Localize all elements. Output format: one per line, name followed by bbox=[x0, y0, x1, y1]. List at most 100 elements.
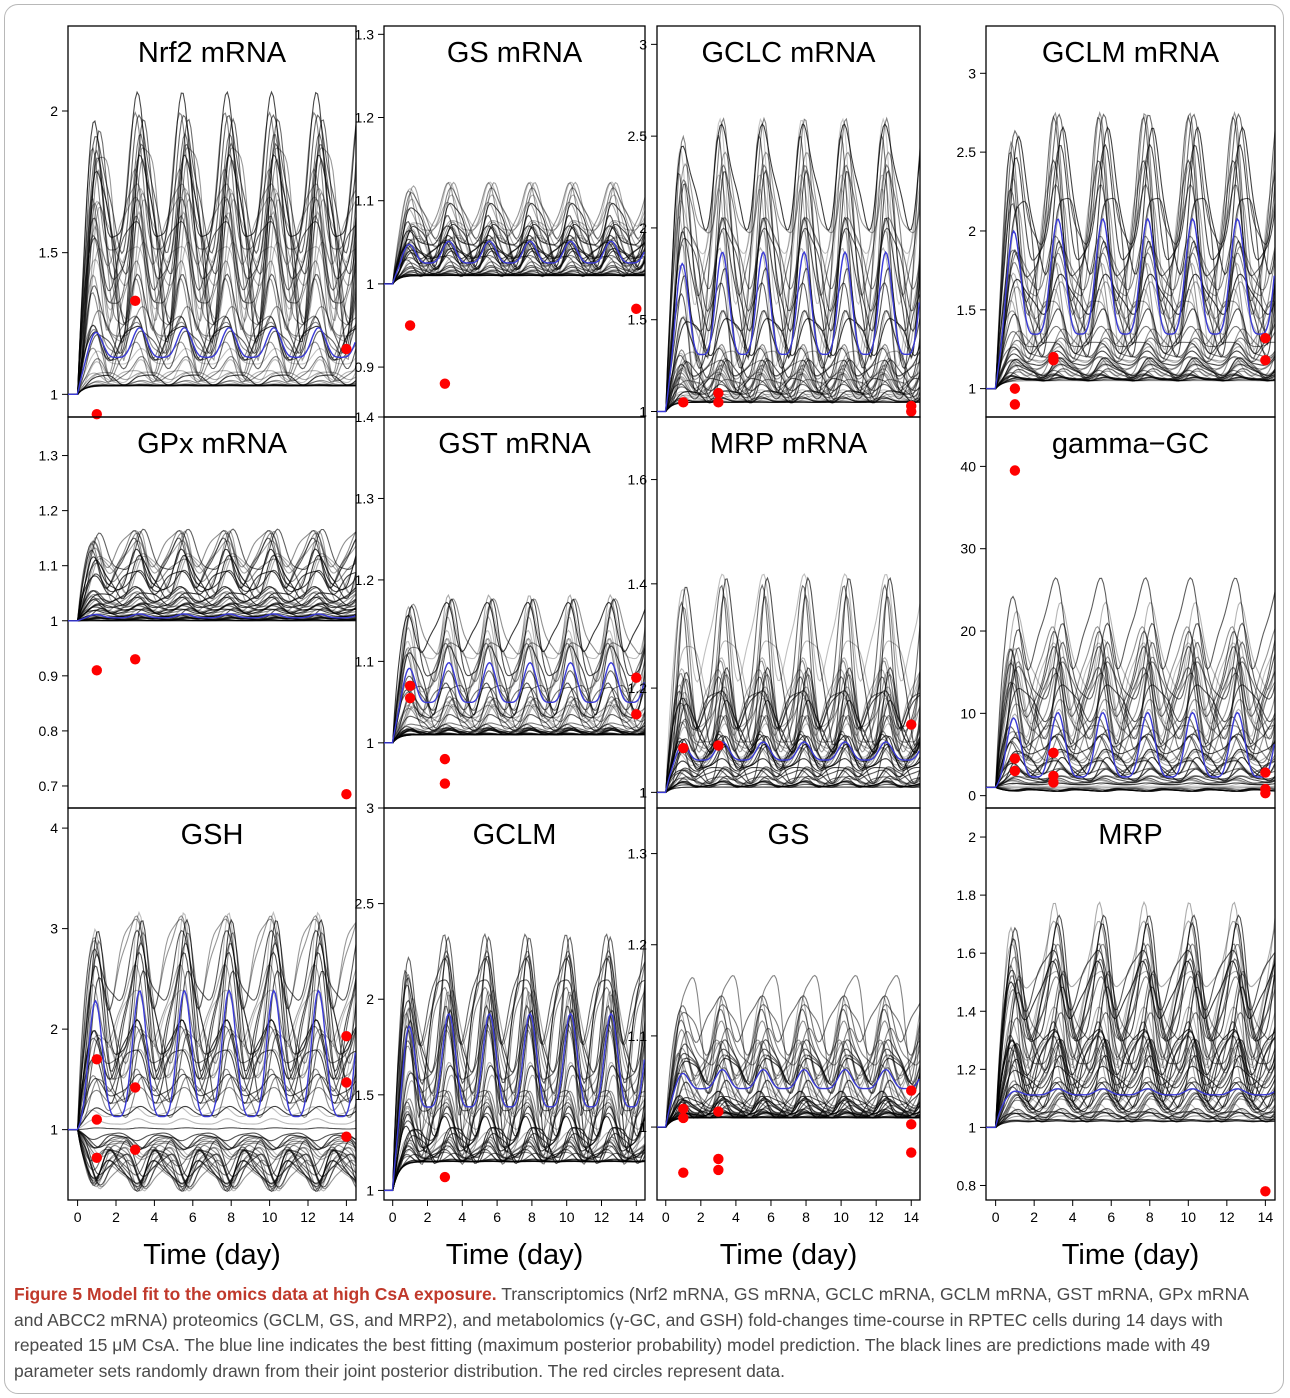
posterior-line bbox=[68, 114, 356, 395]
posterior-line bbox=[384, 1141, 645, 1191]
y-tick-label: 1.1 bbox=[39, 558, 59, 574]
best-fit-line bbox=[986, 1088, 1275, 1129]
posterior-line bbox=[657, 766, 920, 793]
posterior-line bbox=[384, 642, 645, 744]
y-tick-label: 2 bbox=[50, 1021, 58, 1037]
y-tick-label: 3 bbox=[968, 65, 976, 81]
data-point bbox=[713, 397, 724, 408]
posterior-line bbox=[986, 343, 1275, 390]
posterior-line bbox=[657, 227, 920, 413]
x-tick-label: 6 bbox=[189, 1209, 197, 1225]
posterior-lines bbox=[657, 116, 920, 413]
posterior-line bbox=[657, 383, 920, 413]
posterior-line bbox=[986, 356, 1275, 390]
posterior-line bbox=[657, 378, 920, 413]
posterior-line bbox=[68, 117, 356, 395]
data-point bbox=[130, 295, 141, 307]
posterior-line bbox=[657, 1116, 920, 1128]
posterior-line bbox=[68, 1106, 356, 1131]
posterior-line bbox=[68, 1129, 356, 1149]
posterior-line bbox=[68, 325, 356, 395]
posterior-line bbox=[986, 957, 1275, 1128]
posterior-line bbox=[657, 1008, 920, 1128]
panel-title: gamma−GC bbox=[1052, 428, 1209, 460]
x-tick-label: 8 bbox=[1146, 1209, 1154, 1225]
x-tick-label: 10 bbox=[262, 1209, 278, 1225]
y-tick-label: 1.2 bbox=[628, 937, 648, 953]
posterior-line bbox=[986, 125, 1275, 390]
posterior-line bbox=[986, 337, 1275, 390]
posterior-line bbox=[68, 370, 356, 395]
posterior-line bbox=[986, 638, 1275, 788]
best-fit-line bbox=[384, 1012, 645, 1192]
posterior-line bbox=[384, 733, 645, 744]
panel-title: GST mRNA bbox=[438, 428, 591, 460]
posterior-line bbox=[986, 656, 1275, 788]
posterior-line bbox=[68, 914, 356, 1131]
posterior-line bbox=[986, 363, 1275, 390]
posterior-line bbox=[384, 221, 645, 285]
posterior-line bbox=[384, 187, 645, 285]
posterior-line bbox=[384, 957, 645, 1191]
y-tick-label: 10 bbox=[960, 705, 976, 721]
posterior-line bbox=[657, 786, 920, 793]
posterior-line bbox=[657, 1039, 920, 1128]
posterior-line bbox=[657, 401, 920, 413]
posterior-line bbox=[68, 931, 356, 1131]
y-tick-label: 1.2 bbox=[957, 1061, 977, 1077]
data-point bbox=[404, 680, 416, 692]
y-tick-label: 1 bbox=[639, 784, 647, 800]
y-tick-label: 1 bbox=[366, 735, 374, 751]
posterior-line bbox=[68, 111, 356, 395]
x-tick-label: 8 bbox=[528, 1209, 536, 1225]
posterior-line bbox=[68, 167, 356, 395]
posterior-line bbox=[384, 642, 645, 744]
posterior-line bbox=[384, 274, 645, 285]
posterior-line bbox=[986, 1111, 1275, 1128]
x-axis-label: Time (day) bbox=[143, 1239, 281, 1271]
posterior-line bbox=[68, 183, 356, 395]
posterior-line bbox=[384, 728, 645, 744]
data-point bbox=[439, 1171, 451, 1183]
panel-title: GSH bbox=[181, 819, 244, 851]
data-point bbox=[713, 387, 724, 399]
posterior-line bbox=[384, 605, 645, 744]
data-point bbox=[678, 1103, 689, 1115]
posterior-line bbox=[657, 786, 920, 793]
posterior-line bbox=[384, 1158, 645, 1191]
data-point bbox=[631, 303, 642, 315]
data-point bbox=[1009, 753, 1021, 764]
x-tick-label: 4 bbox=[458, 1209, 466, 1225]
posterior-line bbox=[384, 733, 645, 744]
y-tick-label: 2.5 bbox=[957, 144, 977, 160]
posterior-line bbox=[986, 341, 1275, 390]
posterior-line bbox=[986, 1020, 1275, 1128]
posterior-line bbox=[384, 1131, 645, 1191]
posterior-line bbox=[384, 598, 645, 744]
posterior-line bbox=[657, 583, 920, 793]
best-fit-line bbox=[986, 217, 1275, 390]
posterior-line bbox=[986, 239, 1275, 390]
data-point bbox=[1260, 767, 1271, 778]
posterior-line bbox=[986, 1120, 1275, 1128]
posterior-line bbox=[68, 384, 356, 395]
posterior-line bbox=[986, 748, 1275, 788]
x-tick-label: 14 bbox=[903, 1209, 919, 1225]
y-tick-label: 1.1 bbox=[355, 653, 375, 669]
posterior-line bbox=[384, 1090, 645, 1191]
posterior-line bbox=[68, 385, 356, 395]
posterior-line bbox=[657, 735, 920, 793]
posterior-line bbox=[986, 1118, 1275, 1128]
posterior-line bbox=[657, 723, 920, 793]
posterior-line bbox=[68, 1129, 356, 1184]
posterior-line bbox=[68, 613, 356, 622]
best-fit-line bbox=[986, 711, 1275, 789]
posterior-line bbox=[986, 775, 1275, 788]
posterior-lines bbox=[68, 90, 356, 395]
posterior-line bbox=[384, 1112, 645, 1191]
posterior-line bbox=[68, 1129, 356, 1150]
posterior-line bbox=[384, 1029, 645, 1191]
posterior-line bbox=[657, 1117, 920, 1128]
caption-label: Figure 5 bbox=[14, 1284, 83, 1304]
y-tick-label: 3 bbox=[50, 921, 58, 937]
